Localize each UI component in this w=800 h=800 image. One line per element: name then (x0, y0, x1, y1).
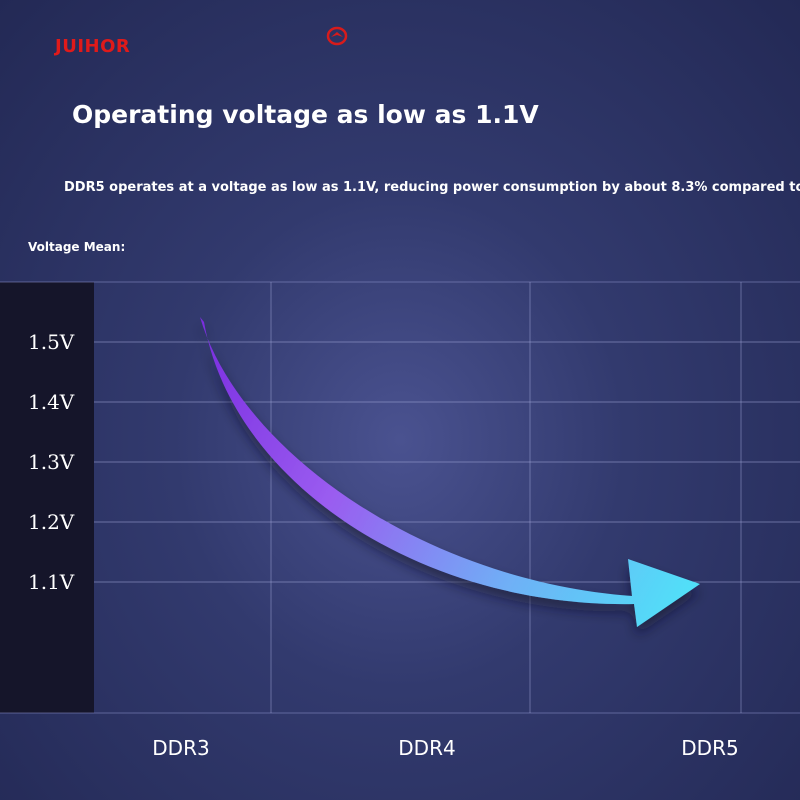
x-category-label: DDR4 (398, 736, 455, 760)
brand-emblem-icon (326, 26, 348, 46)
y-axis-panel (0, 282, 94, 713)
y-tick-label: 1.1V (28, 570, 75, 594)
grid-lines (0, 281, 800, 714)
x-category-labels: DDR3 DDR4 DDR5 (152, 736, 738, 760)
x-category-label: DDR5 (681, 736, 738, 760)
y-tick-label: 1.2V (28, 510, 75, 534)
page-title: Operating voltage as low as 1.1V (72, 100, 539, 129)
y-tick-labels: 1.5V 1.4V 1.3V 1.2V 1.1V (28, 330, 75, 594)
description-text: DDR5 operates at a voltage as low as 1.1… (64, 180, 800, 195)
y-tick-label: 1.5V (28, 330, 75, 354)
y-tick-label: 1.4V (28, 390, 75, 414)
voltage-trend-arrow (200, 317, 700, 627)
x-category-label: DDR3 (152, 736, 209, 760)
trend-arrow (200, 317, 700, 627)
y-axis-label: Voltage Mean: (28, 240, 126, 254)
brand-logo: JUIHOR (55, 36, 131, 57)
y-tick-label: 1.3V (28, 450, 75, 474)
